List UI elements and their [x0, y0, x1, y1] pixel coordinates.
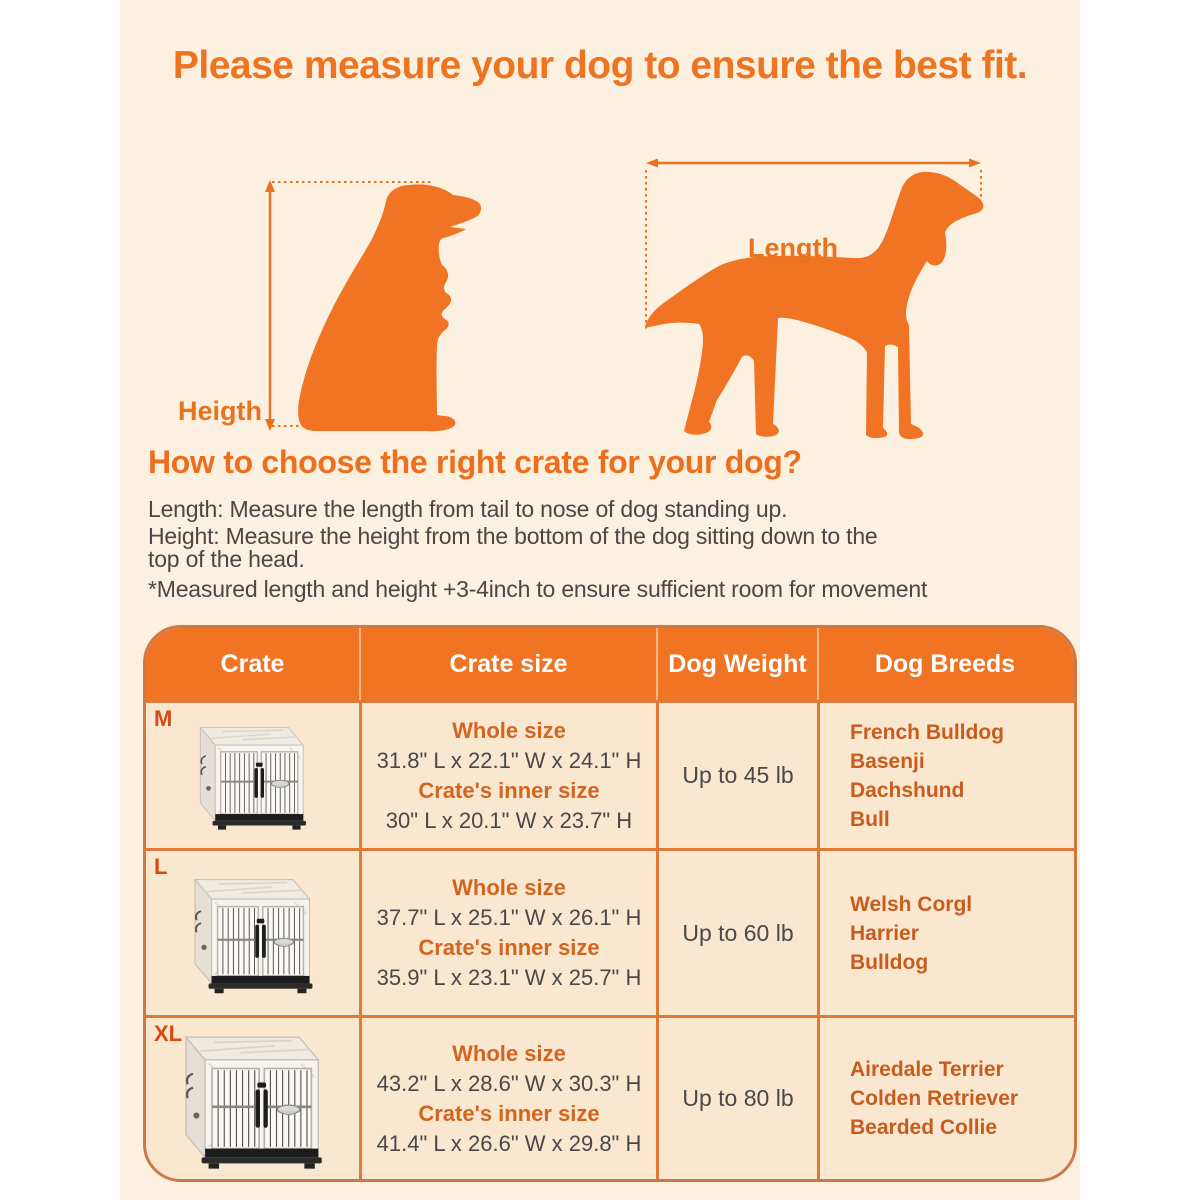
table-row: M Whole size 31.8" L x 22.1" W x 24.1" H…	[146, 700, 1074, 848]
dog-measurement-graphic	[265, 158, 984, 439]
whole-size-label: Whole size	[452, 717, 566, 743]
breed-item: Basenji	[850, 749, 925, 773]
whole-size-label: Whole size	[452, 875, 566, 900]
height-instruction: Height: Measure the height from the bott…	[148, 525, 1008, 571]
height-instruction-line1: Height: Measure the height from the bott…	[148, 523, 878, 549]
inner-size-label: Crate's inner size	[418, 777, 600, 803]
dog-weight-cell: Up to 45 lb	[656, 703, 817, 848]
measure-note: *Measured length and height +3-4inch to …	[148, 576, 928, 602]
breed-item: French Bulldog	[850, 720, 1004, 744]
dog-breeds-cell: Airedale Terrier Colden Retriever Bearde…	[817, 1018, 1071, 1179]
dog-weight-cell: Up to 80 lb	[656, 1018, 817, 1179]
height-instruction-line2: top of the head.	[148, 546, 305, 572]
crate-photo-m	[199, 726, 307, 831]
table-row: L Whole size 37.7" L x 25.1" W x 26.1" H…	[146, 848, 1074, 1015]
whole-size-label: Whole size	[452, 1040, 566, 1066]
crate-photo-xl	[184, 1035, 323, 1170]
table-row: XL Whole size 43.2" L x 28.6" W x 30.3" …	[146, 1015, 1074, 1179]
inner-size-label: Crate's inner size	[418, 935, 600, 960]
sitting-dog-silhouette	[298, 184, 482, 432]
breed-item: Airedale Terrier	[850, 1058, 1004, 1081]
length-measure-lines	[645, 158, 982, 329]
crate-size-label: XL	[154, 1021, 183, 1046]
breed-item: Colden Retriever	[850, 1087, 1019, 1110]
breed-item: Harrier	[850, 921, 919, 945]
height-measure-lines	[265, 180, 432, 431]
height-label: Heigth	[178, 396, 262, 426]
howto-heading: How to choose the right crate for your d…	[148, 444, 802, 480]
page-title: Please measure your dog to ensure the be…	[172, 44, 1028, 87]
table-header-row: Crate Crate size Dog Weight Dog Breeds	[146, 628, 1074, 700]
breed-item: Bulldog	[850, 950, 929, 974]
crate-size-label: M	[154, 706, 173, 731]
dog-weight-cell: Up to 60 lb	[656, 851, 817, 1015]
inner-size-value: 35.9" L x 23.1" W x 25.7" H	[376, 965, 642, 990]
content-area: Please measure your dog to ensure the be…	[120, 0, 1080, 1200]
crate-cell: L	[146, 851, 359, 1015]
breed-item: Dachshund	[850, 778, 965, 802]
crate-cell: XL	[146, 1018, 359, 1179]
breed-item: Bearded Collie	[850, 1116, 998, 1139]
header-dog-weight: Dog Weight	[656, 628, 817, 700]
size-table: Crate Crate size Dog Weight Dog Breeds M…	[143, 625, 1077, 1182]
header-crate: Crate	[220, 649, 285, 678]
dog-breeds-cell: French Bulldog Basenji Dachshund Bull	[817, 703, 1071, 848]
whole-size-value: 43.2" L x 28.6" W x 30.3" H	[376, 1070, 642, 1096]
inner-size-value: 41.4" L x 26.6" W x 29.8" H	[376, 1130, 642, 1156]
header-dog-breeds: Dog Breeds	[817, 628, 1071, 700]
length-label: Length	[748, 233, 838, 263]
breed-item: Welsh Corgl	[850, 892, 973, 916]
header-crate-size: Crate size	[359, 628, 656, 700]
inner-size-label: Crate's inner size	[418, 1100, 600, 1126]
crate-size-cell: Whole size 43.2" L x 28.6" W x 30.3" H C…	[359, 1018, 656, 1179]
crate-size-label: L	[154, 854, 168, 879]
standing-dog-silhouette	[645, 171, 984, 439]
whole-size-value: 31.8" L x 22.1" W x 24.1" H	[376, 747, 642, 773]
crate-size-cell: Whole size 31.8" L x 22.1" W x 24.1" H C…	[359, 703, 656, 848]
measurement-diagram: Heigth Length	[120, 115, 1080, 455]
whole-size-value: 37.7" L x 25.1" W x 26.1" H	[376, 905, 642, 930]
breed-item: Bull	[850, 807, 890, 831]
crate-cell: M	[146, 703, 359, 848]
crate-photo-l	[193, 878, 314, 995]
dog-breeds-cell: Welsh Corgl Harrier Bulldog	[817, 851, 1071, 1015]
crate-size-cell: Whole size 37.7" L x 25.1" W x 26.1" H C…	[359, 851, 656, 1015]
inner-size-value: 30" L x 20.1" W x 23.7" H	[385, 807, 633, 833]
length-instruction: Length: Measure the length from tail to …	[148, 496, 788, 522]
